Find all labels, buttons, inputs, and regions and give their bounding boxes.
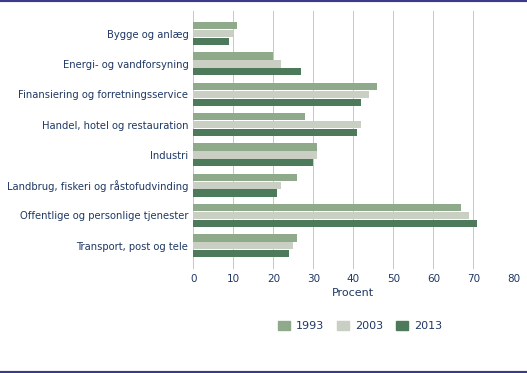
Bar — [193, 151, 317, 159]
Bar — [193, 204, 462, 211]
Bar — [193, 234, 297, 242]
Bar — [193, 98, 362, 106]
Bar — [193, 113, 305, 120]
Bar — [193, 129, 357, 136]
Bar — [193, 143, 317, 151]
Bar — [193, 242, 294, 250]
Bar — [193, 38, 229, 45]
Bar — [193, 68, 301, 75]
Bar — [193, 174, 297, 181]
Bar — [193, 159, 314, 166]
Bar — [193, 30, 233, 37]
Bar — [193, 182, 281, 189]
Legend: 1993, 2003, 2013: 1993, 2003, 2013 — [273, 316, 446, 336]
Bar — [193, 189, 277, 197]
Bar — [193, 250, 289, 257]
Bar — [193, 212, 470, 219]
Bar — [193, 83, 377, 90]
Bar — [193, 121, 362, 128]
Bar — [193, 220, 477, 227]
X-axis label: Procent: Procent — [333, 288, 375, 298]
Bar — [193, 22, 237, 29]
Bar — [193, 53, 274, 60]
Bar — [193, 91, 369, 98]
Bar — [193, 60, 281, 68]
